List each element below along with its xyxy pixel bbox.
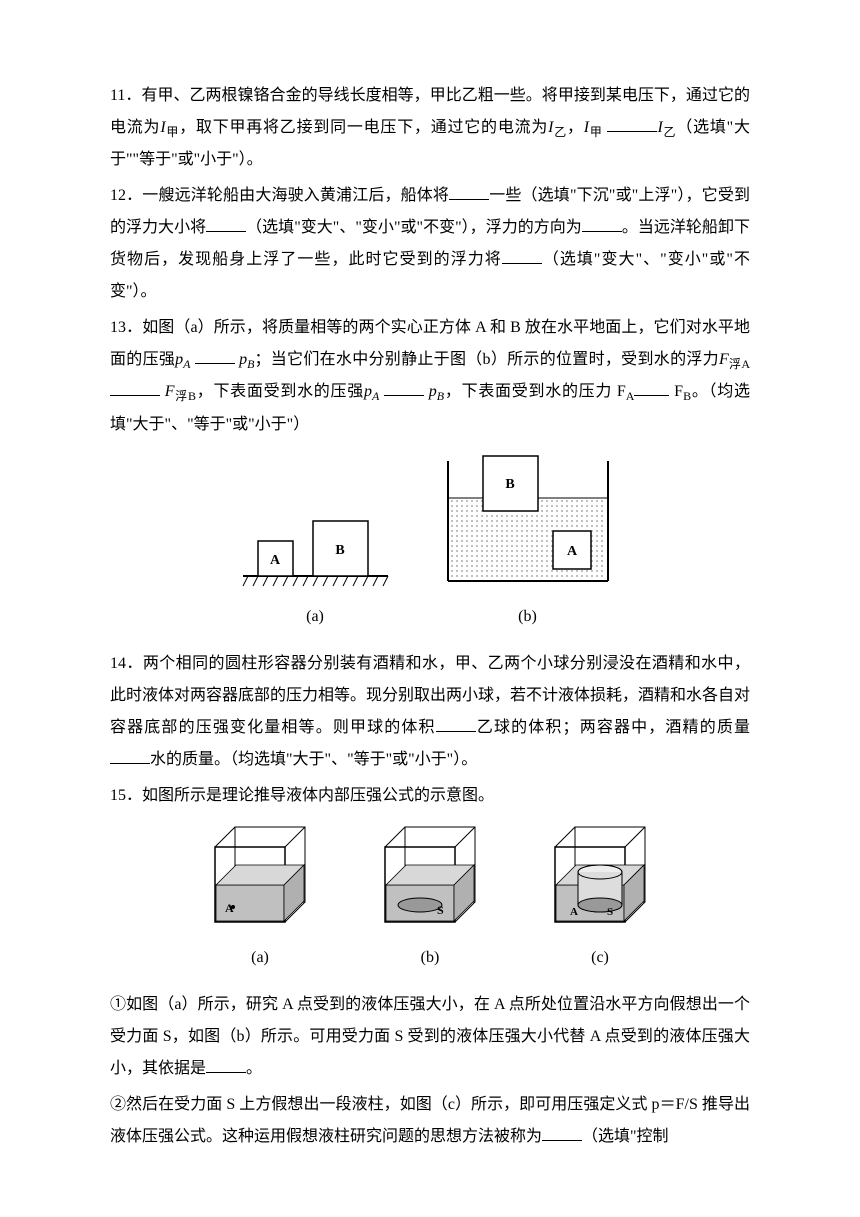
svg-text:A: A xyxy=(225,901,234,915)
q12-text: （选填"变大"、"变小"或"不变"），浮力的方向为 xyxy=(246,219,582,236)
q11-num: 11． xyxy=(110,87,141,104)
svg-text:S: S xyxy=(437,903,444,917)
diagram-container-c: A S xyxy=(545,822,655,937)
fig-c-label: (c) xyxy=(591,942,609,974)
q12-text: 一艘远洋轮船由大海驶入黄浦江后，船体将 xyxy=(142,187,449,204)
q13-text: ，下表面受到水的压力 F xyxy=(444,383,626,400)
blank xyxy=(195,347,235,364)
svg-text:B: B xyxy=(505,477,514,492)
sub2-num: ② xyxy=(110,1096,126,1113)
question-14: 14．两个相同的圆柱形容器分别装有酒精和水，甲、乙两个小球分别浸没在酒精和水中，… xyxy=(110,648,750,776)
blank xyxy=(384,379,424,396)
q13-figure: A B (a) xyxy=(110,451,750,633)
question-13: 13．如图（a）所示，将质量相等的两个实心正方体 A 和 B 放在水平地面上，它… xyxy=(110,312,750,440)
sub1-text: 。 xyxy=(246,1060,262,1077)
fig-b-label: (b) xyxy=(518,601,537,633)
figure-c: A S (c) xyxy=(545,822,655,974)
FfuB: F xyxy=(165,383,175,400)
pB: p xyxy=(429,383,437,400)
diagram-blocks-in-water: B A xyxy=(433,451,623,596)
q14-text: 乙球的体积；两容器中，酒精的质量 xyxy=(476,719,750,736)
pB: p xyxy=(239,351,247,368)
question-15: 15．如图所示是理论推导液体内部压强公式的示意图。 xyxy=(110,780,750,812)
pA: p xyxy=(364,383,372,400)
sub-yi: 乙 xyxy=(663,125,677,139)
subA: A xyxy=(372,390,379,404)
sub-jia: 甲 xyxy=(166,125,180,139)
sub2-text: （选填"控制 xyxy=(582,1128,669,1145)
blank xyxy=(110,379,160,396)
subB: B xyxy=(683,390,691,404)
subFuB: 浮B xyxy=(175,390,196,404)
svg-text:B: B xyxy=(335,543,344,558)
figure-b: B A (b) xyxy=(433,451,623,633)
q15-sub2: ②然后在受力面 S 上方假想出一段液柱，如图（c）所示，即可用压强定义式 p＝F… xyxy=(110,1089,750,1153)
q14-num: 14． xyxy=(110,655,143,672)
q11-text: ，取下甲再将乙接到同一电压下，通过它的电流为 xyxy=(179,119,548,136)
q15-num: 15． xyxy=(110,787,142,804)
q13-text: ；当它们在水中分别静止于图（b）所示的位置时，受到水的浮力 xyxy=(254,351,719,368)
FB: F xyxy=(674,383,683,400)
blank xyxy=(582,215,622,232)
q13-num: 13． xyxy=(110,319,142,336)
subA: A xyxy=(626,390,635,404)
subFuA: 浮A xyxy=(729,357,750,371)
blank xyxy=(449,183,489,200)
svg-text:A: A xyxy=(570,906,578,918)
blank xyxy=(206,1056,246,1073)
blank xyxy=(634,379,669,396)
svg-text:S: S xyxy=(607,906,613,918)
blank xyxy=(436,715,476,732)
fig-a-label: (a) xyxy=(251,942,269,974)
diagram-container-a: A xyxy=(205,822,315,937)
svg-text:A: A xyxy=(269,553,280,568)
FfuA: F xyxy=(719,351,729,368)
question-12: 12．一艘远洋轮船由大海驶入黄浦江后，船体将一些（选填"下沉"或"上浮"），它受… xyxy=(110,180,750,308)
fig-b-label: (b) xyxy=(421,942,440,974)
sub1-num: ① xyxy=(110,996,126,1013)
sub-yi: 乙 xyxy=(553,125,567,139)
blank xyxy=(607,115,657,132)
fig-a-label: (a) xyxy=(306,601,324,633)
figure-b: S (b) xyxy=(375,822,485,974)
q14-text: 水的质量。（均选填"大于"、"等于"或"小于"）。 xyxy=(150,751,477,768)
q15-sub1: ①如图（a）所示，研究 A 点受到的液体压强大小，在 A 点所处位置沿水平方向假… xyxy=(110,989,750,1085)
figure-a: A B (a) xyxy=(238,486,393,633)
blank xyxy=(502,247,542,264)
diagram-container-b: S xyxy=(375,822,485,937)
pA: p xyxy=(175,351,183,368)
blank xyxy=(206,215,246,232)
diagram-blocks-on-ground: A B xyxy=(238,486,393,596)
figure-a: A (a) xyxy=(205,822,315,974)
q13-text: ，下表面受到水的压强 xyxy=(196,383,364,400)
subA: A xyxy=(183,357,190,371)
comma: ， xyxy=(567,119,584,136)
question-11: 11．有甲、乙两根镍铬合金的导线长度相等，甲比乙粗一些。将甲接到某电压下，通过它… xyxy=(110,80,750,176)
q15-text: 如图所示是理论推导液体内部压强公式的示意图。 xyxy=(142,787,494,804)
q15-figure: A (a) S (b) xyxy=(110,822,750,974)
blank xyxy=(110,747,150,764)
svg-text:A: A xyxy=(566,544,577,559)
blank xyxy=(542,1124,582,1141)
sub-jia: 甲 xyxy=(589,125,603,139)
q12-num: 12． xyxy=(110,187,142,204)
